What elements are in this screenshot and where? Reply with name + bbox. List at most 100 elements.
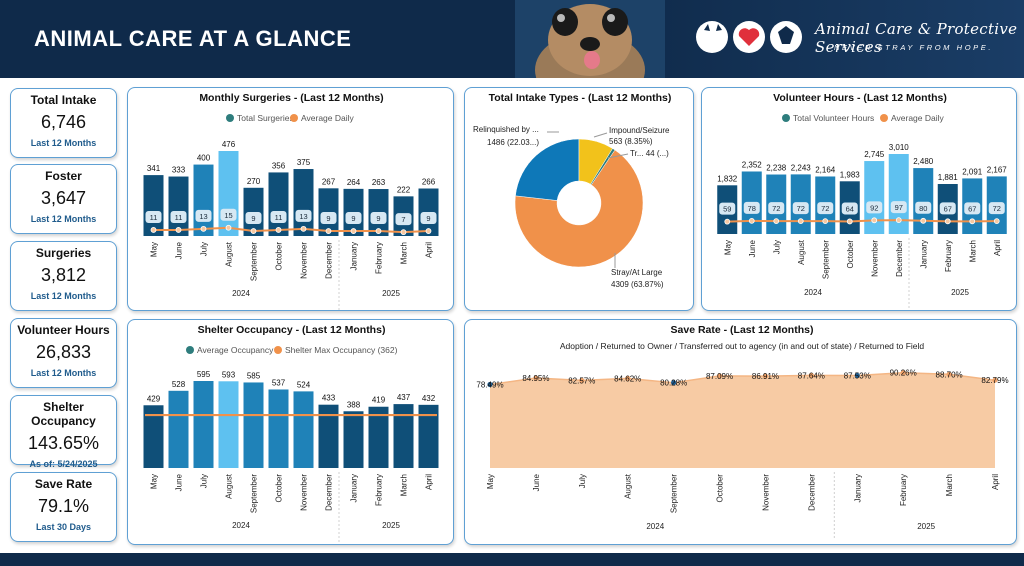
save-rate-chart: Save Rate - (Last 12 Months) Adoption / R… bbox=[476, 324, 1009, 540]
kpi-value: 79.1% bbox=[37, 496, 90, 516]
year-label: 2025 bbox=[917, 522, 935, 531]
average-point bbox=[969, 218, 976, 225]
x-tick-label: March bbox=[945, 474, 954, 496]
x-tick-label: May bbox=[723, 240, 732, 255]
x-tick-label: September bbox=[670, 474, 679, 513]
save-rate-point bbox=[671, 380, 677, 386]
average-badge bbox=[792, 202, 809, 215]
bar bbox=[268, 389, 289, 468]
save-rate-point bbox=[487, 381, 493, 388]
bar-value-label: 263 bbox=[372, 178, 386, 187]
bar bbox=[143, 175, 164, 236]
bar-value-label: 437 bbox=[397, 393, 411, 402]
average-badge bbox=[719, 202, 736, 215]
bar bbox=[368, 406, 389, 468]
average-badge bbox=[245, 212, 262, 225]
bar-value-label: 2,480 bbox=[913, 157, 934, 166]
legend-marker bbox=[186, 346, 194, 354]
average-value-label: 67 bbox=[944, 204, 952, 213]
kpi-value: 6,746 bbox=[40, 112, 87, 132]
kpi-value: 3,647 bbox=[40, 188, 87, 208]
organization-tagline: NEVER STRAY FROM HOPE. bbox=[834, 43, 994, 52]
x-tick-label: December bbox=[325, 474, 334, 511]
save-rate-point bbox=[900, 370, 906, 376]
bar-value-label: 2,091 bbox=[962, 167, 983, 176]
average-badge bbox=[370, 212, 387, 225]
bar-value-label: 341 bbox=[147, 164, 161, 173]
chart-title: Total Intake Types - (Last 12 Months) bbox=[489, 92, 672, 104]
year-label: 2025 bbox=[382, 521, 400, 530]
legend-marker bbox=[274, 346, 282, 354]
x-tick-label: March bbox=[968, 240, 977, 262]
data-label: 90.26% bbox=[890, 369, 917, 378]
bar-value-label: 1,832 bbox=[717, 174, 738, 183]
legend-marker bbox=[226, 114, 234, 122]
intake-types-chart: Total Intake Types - (Last 12 Months) Rel… bbox=[473, 92, 672, 289]
data-label: 80.28% bbox=[660, 379, 687, 388]
average-value-label: 92 bbox=[870, 203, 878, 212]
average-point bbox=[895, 217, 902, 224]
average-badge bbox=[270, 210, 287, 223]
save-rate-point bbox=[716, 373, 723, 379]
average-point bbox=[175, 227, 182, 233]
x-tick-label: May bbox=[150, 474, 159, 489]
slice-value-label: 1486 (22.03...) bbox=[487, 138, 539, 147]
average-point bbox=[425, 228, 432, 234]
x-tick-label: May bbox=[150, 242, 159, 257]
average-badge bbox=[841, 202, 858, 215]
bar-value-label: 419 bbox=[372, 396, 386, 405]
footer-bar bbox=[0, 553, 1024, 566]
bar-value-label: 2,352 bbox=[742, 160, 763, 169]
year-label: 2024 bbox=[232, 289, 250, 298]
save-rate-area bbox=[490, 372, 995, 468]
x-tick-label: June bbox=[532, 473, 541, 491]
average-point bbox=[350, 228, 357, 234]
bar bbox=[864, 161, 885, 234]
x-tick-label: December bbox=[807, 474, 816, 511]
kpi-volunteer-hours: Volunteer Hours 26,833 Last 12 Months bbox=[10, 318, 117, 388]
volunteer-hours-chart: Volunteer Hours - (Last 12 Months) Total … bbox=[717, 92, 1008, 309]
bar bbox=[343, 411, 364, 468]
x-tick-label: December bbox=[325, 242, 334, 279]
x-tick-label: February bbox=[375, 474, 384, 506]
x-tick-label: September bbox=[821, 240, 830, 279]
legend-label: Total Volunteer Hours bbox=[793, 113, 874, 123]
page-title: ANIMAL CARE AT A GLANCE bbox=[34, 26, 352, 51]
bar-value-label: 433 bbox=[322, 394, 336, 403]
x-tick-label: August bbox=[225, 241, 234, 267]
average-badge bbox=[195, 209, 212, 222]
save-rate-line bbox=[489, 371, 996, 386]
x-tick-label: November bbox=[300, 474, 309, 511]
organization-name: Animal Care & Protective Services bbox=[815, 20, 1018, 56]
average-point bbox=[400, 229, 407, 236]
data-label: 87.64% bbox=[798, 371, 825, 380]
leader-line bbox=[593, 132, 608, 138]
bar bbox=[913, 168, 934, 234]
average-point bbox=[300, 225, 307, 232]
x-tick-label: June bbox=[175, 241, 184, 259]
average-point bbox=[944, 218, 951, 225]
kpi-value: 26,833 bbox=[35, 342, 92, 362]
x-tick-label: November bbox=[300, 242, 309, 279]
average-point bbox=[225, 224, 232, 231]
pie-slice bbox=[515, 138, 580, 201]
average-value-label: 80 bbox=[919, 204, 927, 213]
bar-value-label: 2,238 bbox=[766, 164, 787, 173]
bar-value-label: 2,167 bbox=[987, 165, 1008, 174]
pie-slice bbox=[514, 149, 644, 268]
bar-value-label: 375 bbox=[297, 158, 311, 167]
bar-value-label: 595 bbox=[197, 370, 211, 379]
chart-title: Save Rate - (Last 12 Months) bbox=[671, 324, 814, 336]
x-tick-label: June bbox=[175, 473, 184, 491]
average-line bbox=[727, 219, 997, 223]
average-badge bbox=[939, 202, 956, 215]
kpi-subtitle: Last 12 Months bbox=[30, 368, 97, 378]
average-badge bbox=[768, 202, 785, 215]
x-tick-label: April bbox=[425, 242, 434, 258]
slice-value-label: Tr... 44 (...) bbox=[630, 149, 669, 158]
bar bbox=[218, 381, 239, 468]
bar bbox=[393, 404, 414, 468]
average-value-label: 11 bbox=[175, 213, 183, 222]
kpi-save-rate: Save Rate 79.1% Last 30 Days bbox=[10, 472, 117, 542]
average-point bbox=[797, 218, 804, 225]
